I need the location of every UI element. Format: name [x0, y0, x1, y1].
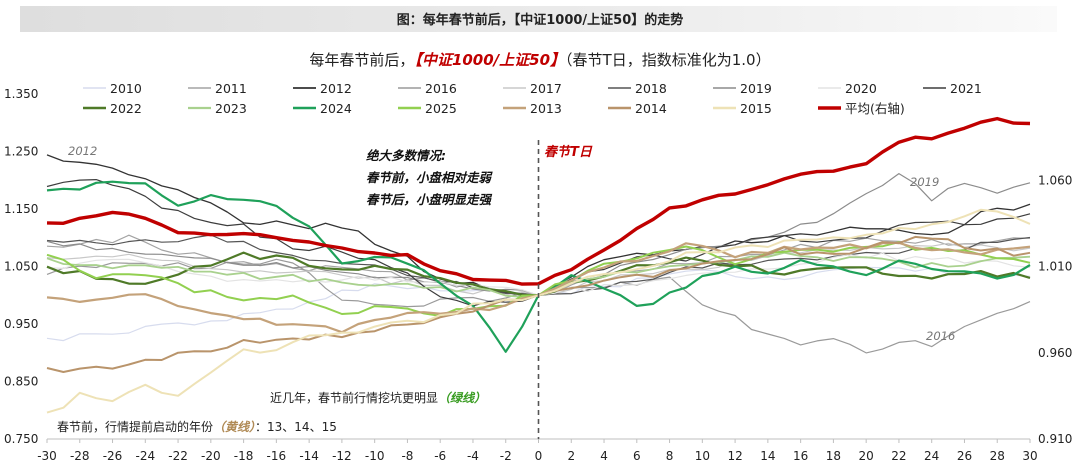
x-tick-label: 10 [695, 449, 710, 463]
y2-tick-label: 1.060 [1038, 173, 1072, 187]
x-tick-label: -14 [299, 449, 319, 463]
y-tick-label: 0.850 [4, 375, 38, 389]
annotation-box-line: 春节前，小盘相对走弱 [366, 170, 494, 185]
note-yellow-text: 春节前，行情提前启动的年份 [57, 419, 213, 434]
x-tick-label: 14 [760, 449, 775, 463]
legend-label-2015: 2015 [740, 101, 772, 116]
t-day-label: 春节T日 [544, 144, 593, 160]
callout-2012: 2012 [68, 144, 97, 158]
legend-label-2016: 2016 [425, 81, 457, 96]
x-tick-label: -28 [70, 449, 90, 463]
chart-title: 每年春节前后，【中证1000/上证50】（春节T日，指数标准化为1.0） [309, 51, 770, 69]
x-tick-label: 4 [600, 449, 608, 463]
y-tick-label: 1.150 [4, 202, 38, 216]
x-tick-label: -8 [401, 449, 413, 463]
x-tick-label: 20 [859, 449, 874, 463]
x-tick-label: -20 [201, 449, 221, 463]
y-tick-label: 1.350 [4, 87, 38, 101]
header-bar [20, 6, 1057, 32]
legend-label-2012: 2012 [320, 81, 352, 96]
x-tick-label: -18 [234, 449, 254, 463]
y-tick-label: 1.250 [4, 145, 38, 159]
x-tick-label: 12 [727, 449, 742, 463]
legend-label-2013: 2013 [530, 101, 562, 116]
y2-tick-label: 0.960 [1038, 346, 1072, 360]
x-tick-label: -16 [267, 449, 287, 463]
x-tick-label: -24 [135, 449, 155, 463]
note-yellow-tag: （黄线） [213, 420, 255, 434]
x-tick-label: -30 [37, 449, 57, 463]
x-tick-label: -26 [103, 449, 123, 463]
annotation-box-line: 绝大多数情况: [366, 148, 446, 163]
note-yellow: 春节前，行情提前启动的年份（黄线）：13、14、15 [57, 419, 337, 434]
legend-label-2024: 2024 [320, 101, 352, 116]
legend-label-2018: 2018 [635, 81, 667, 96]
legend-label-2019: 2019 [740, 81, 772, 96]
legend-label-2014: 2014 [635, 101, 667, 116]
x-tick-label: -6 [434, 449, 446, 463]
legend-label-2010: 2010 [110, 81, 142, 96]
header-title: 图：每年春节前后，【中证1000/上证50】的走势 [397, 12, 684, 28]
x-tick-label: 16 [793, 449, 808, 463]
y-tick-label: 0.950 [4, 317, 38, 331]
y2-tick-label: 1.010 [1038, 260, 1072, 274]
note-green-text: 近几年，春节前行情挖坑更明显 [270, 390, 438, 405]
x-tick-label: -4 [467, 449, 479, 463]
y2-tick-label: 0.910 [1038, 432, 1072, 446]
legend-label-2011: 2011 [215, 81, 247, 96]
x-tick-label: 22 [891, 449, 906, 463]
x-tick-label: -10 [365, 449, 385, 463]
callout-2019: 2019 [910, 175, 939, 189]
legend-label-2023: 2023 [215, 101, 247, 116]
annotation-box-line: 春节后，小盘明显走强 [366, 192, 493, 207]
x-tick-label: 18 [826, 449, 841, 463]
chart-title-highlight: 【中证1000/上证50】 [414, 51, 565, 69]
x-tick-label: 30 [1022, 449, 1037, 463]
legend-label-2017: 2017 [530, 81, 562, 96]
legend-label-2022: 2022 [110, 101, 142, 116]
x-tick-label: 6 [633, 449, 641, 463]
x-tick-label: 28 [990, 449, 1005, 463]
x-tick-label: 26 [957, 449, 972, 463]
x-tick-label: -22 [168, 449, 188, 463]
note-green-tag: （绿线） [438, 391, 486, 405]
y-tick-label: 0.750 [4, 432, 38, 446]
x-tick-label: -12 [332, 449, 352, 463]
callout-2016: 2016 [926, 329, 955, 343]
y-tick-label: 1.050 [4, 260, 38, 274]
x-tick-label: 8 [666, 449, 674, 463]
note-yellow-years: ：13、14、15 [255, 420, 337, 434]
series-line-平均(右轴) [46, 116, 1031, 286]
legend-label-2025: 2025 [425, 101, 457, 116]
x-tick-label: 24 [924, 449, 939, 463]
x-tick-label: 0 [535, 449, 543, 463]
x-tick-label: -2 [500, 449, 512, 463]
legend-label-平均(右轴): 平均(右轴) [845, 101, 905, 116]
x-tick-label: 2 [567, 449, 575, 463]
chart-title-prefix: 每年春节前后， [309, 51, 414, 69]
chart-title-suffix: （春节T日，指数标准化为1.0） [565, 51, 771, 69]
legend-label-2020: 2020 [845, 81, 877, 96]
legend-label-2021: 2021 [950, 81, 982, 96]
note-green: 近几年，春节前行情挖坑更明显（绿线） [270, 390, 486, 405]
